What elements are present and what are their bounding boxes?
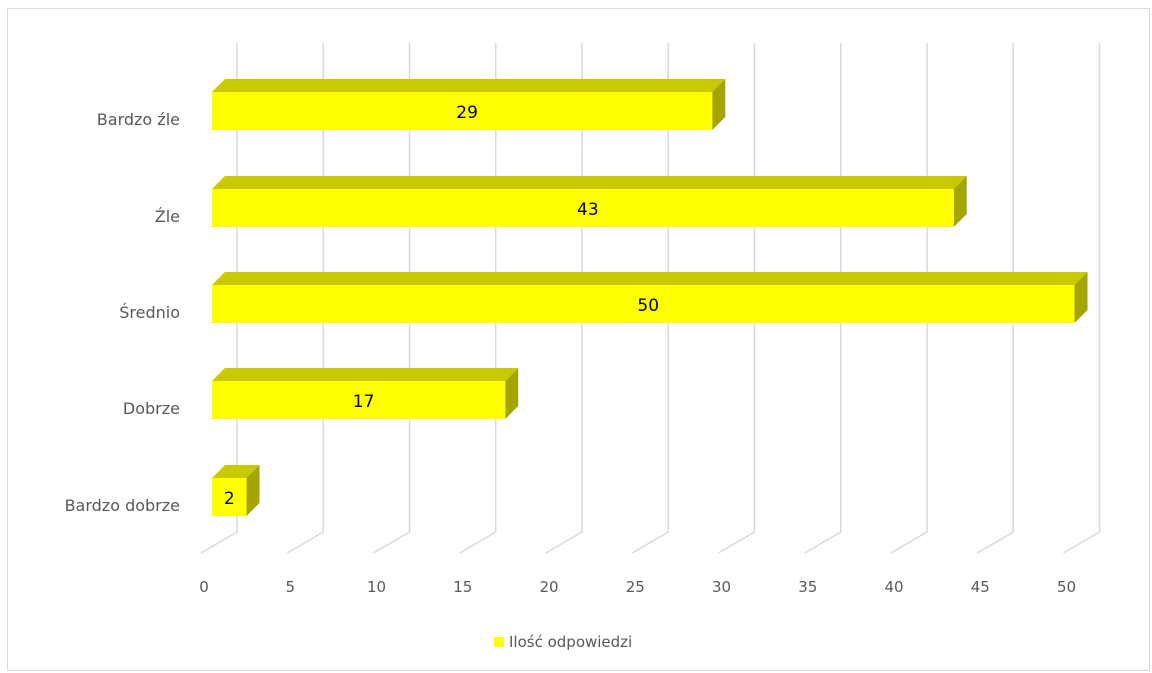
bar-top-face [212,272,1088,285]
data-label: 2 [224,489,235,509]
gridline [976,43,1014,554]
bar-top-face [212,79,726,92]
data-label: 29 [456,103,478,123]
bar-front-face [212,189,954,227]
x-tick-label: 45 [971,578,990,596]
bar-side-face [953,176,967,227]
bar-top-face [212,465,260,478]
bar [212,79,726,130]
category-label: Średnio [119,303,180,322]
x-tick-label: 30 [712,578,731,596]
bar [212,465,260,516]
category-label: Bardzo źle [97,110,180,129]
bar-front-face [212,478,247,516]
data-label: 17 [353,392,375,412]
gridline [1063,43,1101,554]
bar-side-face [246,465,260,516]
data-label: 50 [637,296,659,316]
x-tick-label: 40 [884,578,903,596]
bar-front-face [212,92,713,130]
x-tick-label: 15 [453,578,472,596]
data-label: 43 [577,200,599,220]
bar [212,368,519,419]
bar-side-face [1074,272,1088,323]
category-label: Źle [155,207,180,226]
category-label: Dobrze [123,399,180,418]
x-tick-label: 20 [539,578,558,596]
bar [212,272,1088,323]
x-tick-labels: 0 5 10 15 20 25 30 35 40 45 50 [199,578,1076,596]
bar-side-face [712,79,726,130]
x-tick-label: 5 [285,578,295,596]
data-labels: 29 43 50 17 2 [224,103,659,509]
bar-top-face [212,368,519,381]
bar [212,176,967,227]
x-tick-label: 35 [798,578,817,596]
bars [212,79,1088,516]
legend-label: Ilość odpowiedzi [509,633,633,651]
legend-swatch [494,637,504,647]
x-tick-label: 10 [367,578,386,596]
category-labels: Bardzo źle Źle Średnio Dobrze Bardzo dobrze [65,110,180,515]
bar-top-face [212,176,967,189]
bar-front-face [212,381,506,419]
x-tick-label: 0 [199,578,209,596]
x-tick-label: 50 [1057,578,1076,596]
x-tick-label: 25 [626,578,645,596]
legend: Ilość odpowiedzi [494,633,632,651]
category-label: Bardzo dobrze [65,496,180,515]
bar-front-face [212,285,1075,323]
bar-side-face [505,368,519,419]
